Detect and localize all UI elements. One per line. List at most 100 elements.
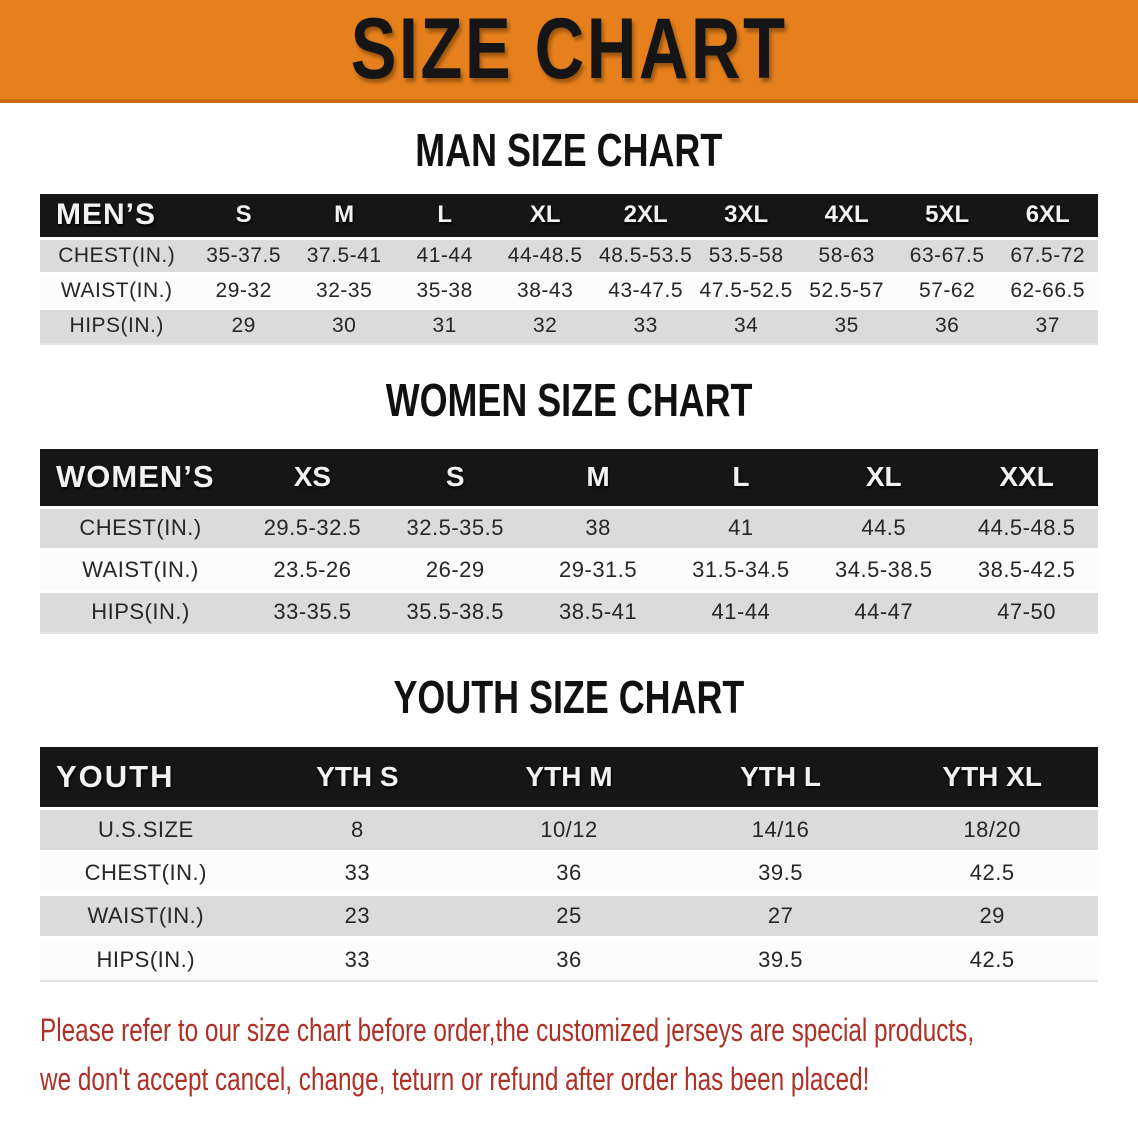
youth-section: YOUTH SIZE CHART YOUTH YTH S YTH M YTH L YTH…	[40, 672, 1098, 982]
table-row: HIPS(IN.) 29 30 31 32 33 34 35 36 37	[40, 308, 1098, 344]
header-row: YOUTH YTH S YTH M YTH L YTH XL	[40, 746, 1098, 809]
men-heading: MAN SIZE CHART	[40, 125, 1098, 176]
size-cell: 35-37.5	[206, 244, 282, 268]
column-header: 2XL	[623, 201, 668, 229]
size-cell: 52.5-57	[809, 279, 885, 303]
banner-title: SIZE CHART	[350, 1, 788, 97]
table-row: WAIST(IN.) 23.5-26 26-29 29-31.5 31.5-34.5 34…	[40, 549, 1098, 592]
size-cell: 38	[585, 515, 611, 541]
table-row: HIPS(IN.) 33-35.5 35.5-38.5 38.5-41 41-44 44-…	[40, 591, 1098, 634]
size-cell: 39.5	[758, 860, 803, 886]
size-cell: 33	[633, 314, 658, 338]
banner: SIZE CHART	[0, 0, 1138, 103]
column-header: L	[732, 461, 750, 493]
size-cell: 35-38	[416, 279, 473, 303]
size-cell: 41-44	[416, 244, 473, 268]
size-cell: 36	[556, 860, 582, 886]
size-cell: 32	[532, 314, 558, 338]
size-cell: 67.5-72	[1010, 244, 1086, 268]
size-cell: 29	[231, 314, 256, 338]
column-header: XL	[529, 201, 561, 229]
men-size-table: MEN’S S M L XL 2XL 3XL 4XL 5XL 6XL CHEST(IN.) 35-37…	[40, 193, 1098, 345]
column-header: 5XL	[925, 201, 970, 229]
size-cell: 44-47	[854, 599, 914, 625]
youth-size-table: YOUTH YTH S YTH M YTH L YTH XL U.S.SIZE 8 10/12…	[40, 746, 1098, 982]
table-row: WAIST(IN.) 29-32 32-35 35-38 38-43 43-47.5 47.…	[40, 273, 1098, 309]
content: MAN SIZE CHART MEN’S S M L XL 2XL 3XL 4XL 5XL 6XL…	[0, 125, 1138, 1114]
size-cell: 18/20	[963, 817, 1021, 843]
header-row: MEN’S S M L XL 2XL 3XL 4XL 5XL 6XL	[40, 193, 1098, 239]
table-row: U.S.SIZE 8 10/12 14/16 18/20	[40, 808, 1098, 852]
size-cell: 58-63	[818, 244, 875, 268]
table-row: CHEST(IN.) 33 36 39.5 42.5	[40, 851, 1098, 895]
row-label: HIPS(IN.)	[91, 599, 190, 625]
column-header: XL	[865, 461, 902, 493]
size-cell: 36	[556, 946, 582, 972]
size-cell: 34	[733, 314, 759, 338]
size-cell: 23	[344, 903, 371, 929]
women-size-table: WOMEN’S XS S M L XL XXL CHEST(IN.) 29.5-32.5 32.5…	[40, 449, 1098, 634]
size-cell: 26-29	[425, 557, 485, 583]
size-cell: 29-31.5	[559, 557, 638, 583]
table-row: CHEST(IN.) 35-37.5 37.5-41 41-44 44-48.5 48.5…	[40, 238, 1098, 274]
size-cell: 42.5	[969, 860, 1015, 886]
row-label: WAIST(IN.)	[60, 279, 173, 303]
column-header: 6XL	[1025, 201, 1070, 229]
size-cell: 29.5-32.5	[263, 515, 362, 541]
row-label: WAIST(IN.)	[87, 903, 205, 929]
row-label: CHEST(IN.)	[79, 515, 202, 541]
size-cell: 35	[834, 314, 859, 338]
size-cell: 38-43	[517, 279, 574, 303]
table-row: WAIST(IN.) 23 25 27 29	[40, 894, 1098, 938]
row-label: CHEST(IN.)	[58, 244, 176, 268]
size-cell: 33	[344, 860, 371, 886]
column-header: 4XL	[824, 201, 869, 229]
size-cell: 14/16	[751, 817, 810, 843]
table-corner-label: WOMEN’S	[56, 459, 215, 495]
size-cell: 33-35.5	[273, 599, 352, 625]
size-cell: 48.5-53.5	[599, 244, 693, 268]
size-cell: 33	[344, 946, 371, 972]
size-cell: 25	[556, 903, 582, 929]
column-header: YTH L	[740, 761, 822, 793]
size-cell: 37	[1035, 314, 1060, 338]
size-cell: 38.5-41	[559, 599, 638, 625]
size-cell: 42.5	[969, 946, 1015, 972]
column-header: M	[586, 461, 610, 493]
size-cell: 41-44	[711, 599, 771, 625]
size-cell: 53.5-58	[708, 244, 784, 268]
size-cell: 43-47.5	[608, 279, 684, 303]
disclaimer: Please refer to our size chart before or…	[40, 1006, 1098, 1114]
column-header: 3XL	[724, 201, 769, 229]
size-cell: 63-67.5	[909, 244, 985, 268]
column-header: YTH S	[316, 761, 399, 793]
column-header: L	[437, 201, 452, 229]
row-label: U.S.SIZE	[97, 817, 194, 843]
size-cell: 10/12	[540, 817, 598, 843]
size-cell: 32.5-35.5	[406, 515, 504, 541]
men-heading-text: MAN SIZE CHART	[415, 124, 723, 176]
size-cell: 37.5-41	[306, 244, 382, 268]
men-section: MAN SIZE CHART MEN’S S M L XL 2XL 3XL 4XL 5XL 6XL…	[40, 125, 1098, 345]
column-header: M	[334, 201, 355, 229]
header-row: WOMEN’S XS S M L XL XXL	[40, 449, 1098, 508]
size-cell: 44-48.5	[507, 244, 583, 268]
row-label: CHEST(IN.)	[84, 860, 207, 886]
column-header: S	[235, 201, 252, 229]
size-cell: 47-50	[997, 599, 1056, 625]
size-cell: 57-62	[919, 279, 976, 303]
size-cell: 23.5-26	[273, 557, 352, 583]
size-cell: 31.5-34.5	[692, 557, 790, 583]
size-cell: 35.5-38.5	[406, 599, 504, 625]
table-corner-label: YOUTH	[56, 759, 175, 795]
size-cell: 41	[728, 515, 754, 541]
size-cell: 30	[331, 314, 357, 338]
disclaimer-line-1: Please refer to our size chart before or…	[40, 1011, 975, 1048]
size-cell: 34.5-38.5	[835, 557, 933, 583]
column-header: YTH M	[525, 761, 613, 793]
size-cell: 27	[767, 903, 794, 929]
size-cell: 62-66.5	[1010, 279, 1086, 303]
table-row: CHEST(IN.) 29.5-32.5 32.5-35.5 38 41 44.5 44.5…	[40, 507, 1098, 550]
women-heading: WOMEN SIZE CHART	[40, 374, 1098, 426]
